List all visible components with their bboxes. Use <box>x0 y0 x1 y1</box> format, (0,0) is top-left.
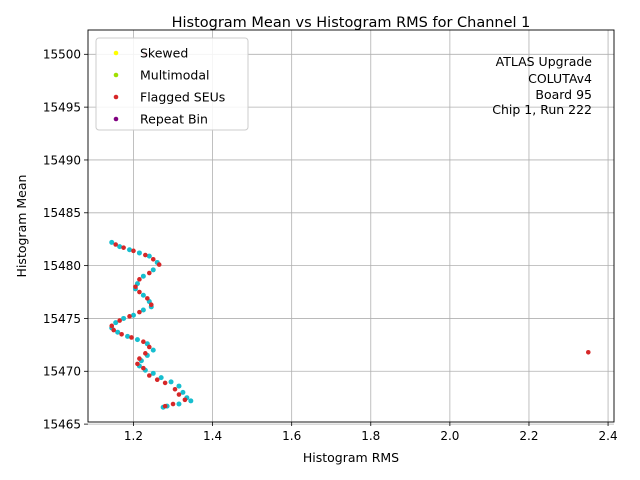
base-point <box>176 401 182 407</box>
x-axis-label: Histogram RMS <box>303 450 399 465</box>
data-point <box>145 296 150 301</box>
y-tick-label: 15465 <box>43 417 81 431</box>
base-point <box>146 253 152 259</box>
base-point <box>130 312 136 318</box>
legend-label: Skewed <box>140 46 188 61</box>
legend-marker <box>113 72 119 78</box>
data-point <box>119 332 124 337</box>
legend-marker <box>113 50 119 56</box>
data-point <box>109 323 115 329</box>
data-point <box>150 256 156 262</box>
legend-box <box>95 37 249 131</box>
data-point <box>143 351 148 356</box>
base-point <box>136 250 142 256</box>
data-point <box>147 373 152 378</box>
y-tick-label: 15475 <box>43 312 81 326</box>
x-tick-label: 2.4 <box>599 429 618 443</box>
data-point <box>156 262 162 267</box>
data-point <box>154 377 160 383</box>
y-tick-label: 15470 <box>43 365 81 379</box>
data-point <box>170 401 176 407</box>
x-tick-label: 2.2 <box>519 429 538 443</box>
base-point <box>134 337 140 343</box>
base-point <box>168 379 174 385</box>
data-point <box>148 302 154 308</box>
base-point <box>180 389 186 395</box>
plot-frame <box>87 29 615 423</box>
base-point <box>140 273 146 279</box>
x-tick-label: 1.6 <box>282 429 301 443</box>
y-tick-label: 15485 <box>43 206 81 220</box>
base-point <box>176 383 182 389</box>
y-tick-label: 15490 <box>43 153 81 167</box>
data-point <box>111 327 117 333</box>
data-point <box>147 344 152 350</box>
data-point <box>131 248 136 254</box>
legend-label: Repeat Bin <box>140 112 208 127</box>
data-point <box>129 335 134 340</box>
base-point <box>150 267 156 273</box>
base-point <box>140 307 146 313</box>
annotation-line-2: COLUTAv4 <box>528 71 592 86</box>
data-point <box>162 380 168 386</box>
x-tick-label: 1.8 <box>361 429 380 443</box>
base-point <box>125 333 131 339</box>
data-point <box>143 252 148 258</box>
data-point <box>162 403 168 409</box>
base-point <box>109 239 115 245</box>
base-point <box>121 315 127 321</box>
y-tick-label: 15480 <box>43 259 81 273</box>
x-tick-label: 2.0 <box>440 429 459 443</box>
data-point <box>133 284 138 290</box>
data-point <box>137 289 142 295</box>
data-point <box>141 339 146 344</box>
data-point <box>585 349 591 355</box>
data-point <box>127 314 132 319</box>
base-point <box>158 375 164 381</box>
data-point <box>137 356 142 361</box>
y-tick-label: 15500 <box>43 48 81 62</box>
x-tick-label: 1.2 <box>124 429 143 443</box>
data-point <box>141 365 146 371</box>
data-point <box>182 397 188 403</box>
base-point <box>150 370 156 376</box>
data-point <box>137 277 142 282</box>
base-point <box>113 320 119 326</box>
base-point <box>115 329 121 335</box>
grid <box>88 30 614 425</box>
chart-title: Histogram Mean vs Histogram RMS for Chan… <box>172 15 531 31</box>
data-point <box>117 318 122 323</box>
y-tick-label: 15495 <box>43 100 81 114</box>
data-point <box>121 245 126 250</box>
base-point <box>188 398 194 404</box>
y-axis-label: Histogram Mean <box>14 175 29 278</box>
x-tick-label: 1.4 <box>203 429 222 443</box>
legend-marker <box>113 116 119 122</box>
x-axis-ticks: 1.2 1.4 1.6 1.8 2.0 2.2 2.4 <box>124 422 618 443</box>
base-point <box>117 244 123 250</box>
data-point <box>135 361 140 367</box>
y-axis-ticks: 15465 15470 15475 15480 15485 15490 15495 15500 <box>43 48 88 431</box>
data-point <box>147 270 152 276</box>
legend-marker <box>113 94 119 100</box>
data-point <box>137 309 142 315</box>
base-point <box>127 247 133 253</box>
data-point <box>176 392 182 397</box>
legend: Skewed Multimodal Flagged SEUs Repeat Bin <box>95 37 249 131</box>
legend-label: Multimodal <box>140 68 209 83</box>
annotation-line-1: ATLAS Upgrade <box>496 54 593 69</box>
data-point <box>113 242 118 247</box>
data-point <box>172 386 178 392</box>
base-point <box>150 347 156 353</box>
annotation-line-3: Board 95 <box>535 87 592 102</box>
base-point <box>140 292 146 298</box>
base-points <box>109 239 194 410</box>
legend-label: Flagged SEUs <box>140 90 225 105</box>
annotation-block: ATLAS Upgrade COLUTAv4 Board 95 Chip 1, … <box>492 54 592 117</box>
annotation-line-4: Chip 1, Run 222 <box>492 102 592 117</box>
